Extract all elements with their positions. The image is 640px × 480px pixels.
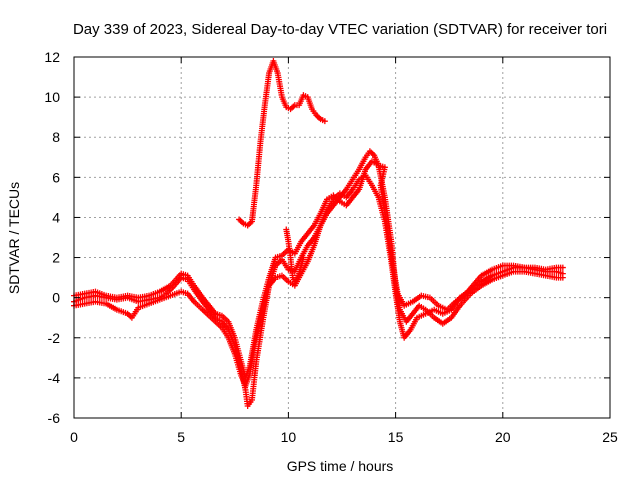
data-point-marker — [559, 270, 566, 277]
grid-lines — [74, 57, 610, 418]
data-point-marker — [300, 254, 307, 261]
x-tick-label: 25 — [602, 429, 618, 445]
x-tick-label: 10 — [281, 429, 297, 445]
x-tick-label: 15 — [388, 429, 404, 445]
series-track-5 — [283, 226, 307, 285]
y-tick-label: 2 — [52, 250, 60, 266]
x-tick-label: 5 — [177, 429, 185, 445]
y-tick-label: 0 — [52, 290, 60, 306]
y-tick-label: -2 — [48, 330, 61, 346]
data-point-marker — [321, 118, 328, 125]
series-track-3 — [71, 158, 566, 381]
x-axis-label: GPS time / hours — [287, 458, 394, 474]
y-tick-label: 6 — [52, 169, 60, 185]
y-axis-label: SDTVAR / TECUs — [6, 182, 22, 294]
y-tick-label: 8 — [52, 129, 60, 145]
y-tick-label: -6 — [48, 410, 61, 426]
y-tick-label: 4 — [52, 209, 60, 225]
series-track-4 — [236, 58, 328, 229]
axis-ticks: 0 5 10 15 20 25 -6 -4 -2 0 2 4 6 8 10 12 — [44, 49, 618, 445]
data-series — [71, 58, 566, 409]
y-tick-label: -4 — [48, 370, 61, 386]
x-tick-label: 20 — [495, 429, 511, 445]
x-tick-label: 0 — [70, 429, 78, 445]
y-tick-label: 12 — [44, 49, 60, 65]
y-tick-label: 10 — [44, 89, 60, 105]
chart-title: Day 339 of 2023, Sidereal Day-to-day VTE… — [73, 21, 607, 38]
data-point-marker — [559, 264, 566, 271]
plot-frame — [73, 56, 611, 419]
